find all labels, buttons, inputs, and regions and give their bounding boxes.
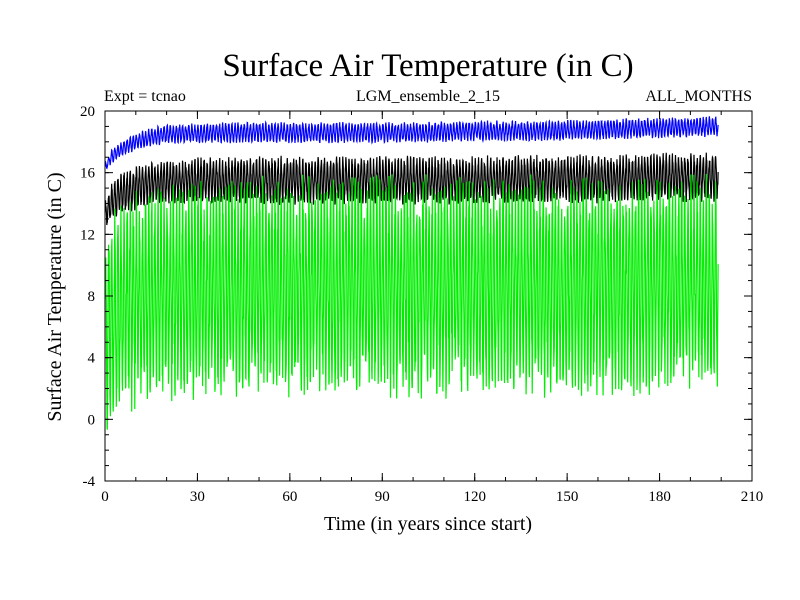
y-tick-label: 8 [88, 289, 96, 305]
series-line-lower [105, 174, 719, 430]
subtitle-left: Expt = tcnao [104, 88, 186, 105]
x-tick-label: 180 [648, 489, 671, 505]
x-axis-label: Time (in years since start) [324, 513, 532, 535]
y-tick-label: 16 [80, 166, 96, 182]
x-tick-label: 210 [741, 489, 764, 505]
subtitle-center: LGM_ensemble_2_15 [356, 88, 500, 105]
series-line-upper [105, 116, 719, 170]
y-axis-label: Surface Air Temperature (in C) [44, 172, 66, 421]
subtitle-right: ALL_MONTHS [645, 88, 752, 105]
series-layer [105, 116, 719, 430]
ticks-layer: 0 30 60 90 120 150 180 210 -4 0 4 8 12 16 20 [80, 104, 763, 505]
x-tick-label: 60 [282, 489, 297, 505]
series-line-middle [105, 152, 719, 226]
y-tick-label: 0 [88, 412, 96, 428]
x-tick-label: 150 [556, 489, 579, 505]
y-tick-label: -4 [83, 474, 96, 490]
y-tick-label: 4 [88, 351, 96, 367]
x-tick-label: 90 [375, 489, 390, 505]
y-tick-label: 12 [80, 227, 95, 243]
chart-title: Surface Air Temperature (in C) [222, 48, 633, 84]
x-tick-label: 0 [101, 489, 109, 505]
y-tick-label: 20 [80, 104, 95, 120]
plot-frame [104, 110, 753, 482]
x-tick-label: 120 [463, 489, 486, 505]
x-tick-label: 30 [190, 489, 205, 505]
